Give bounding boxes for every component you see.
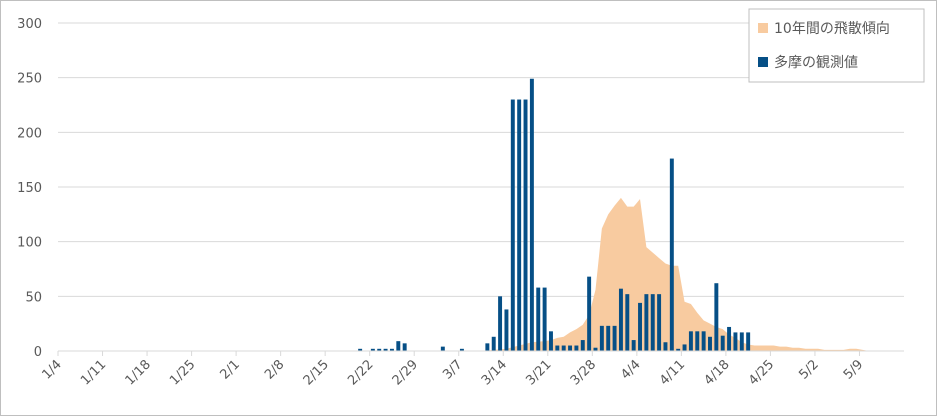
bar-3-13 [498, 296, 503, 351]
x-tick-label-1-11: 1/11 [78, 357, 109, 388]
bar-2-24 [383, 348, 388, 351]
y-tick-label-300: 300 [17, 17, 42, 32]
x-tick-label-3-7: 3/7 [440, 357, 465, 382]
bar-3-19 [536, 287, 541, 351]
gridlines [58, 22, 904, 297]
bar-3-16 [517, 99, 522, 351]
bar-2-22 [370, 348, 375, 351]
bar-2-23 [377, 348, 382, 351]
bar-4-15 [708, 336, 712, 351]
x-tick-label-2-22: 2/22 [345, 357, 376, 388]
bar-3-14 [504, 309, 509, 351]
y-tick-label-150: 150 [17, 181, 42, 196]
bar-4-10 [676, 348, 681, 351]
legend: 10年間の飛散傾向 多摩の観測値 [748, 8, 925, 83]
bar-3-11 [485, 343, 490, 351]
bar-4-6 [650, 294, 655, 351]
bar-3-26 [580, 340, 585, 351]
bar-3-18 [529, 78, 534, 351]
legend-swatch-area [758, 23, 768, 33]
bar-4-17 [720, 335, 725, 351]
x-tick-label-2-8: 2/8 [262, 357, 287, 382]
area-series-layer [481, 197, 870, 351]
bar-3-17 [523, 99, 528, 351]
bar-2-25 [389, 348, 394, 351]
x-tick-label-3-14: 3/14 [479, 357, 510, 388]
legend-box [748, 8, 925, 83]
bar-4-18 [727, 326, 732, 351]
area-series-trend [481, 197, 870, 351]
x-tick-label-4-11: 4/11 [657, 357, 688, 388]
bar-4-2 [625, 294, 630, 351]
bar-2-26 [396, 341, 401, 351]
y-tick-label-0: 0 [34, 345, 42, 360]
y-tick-label-50: 50 [25, 290, 42, 305]
bar-3-7 [459, 348, 464, 351]
x-tick-label-4-25: 4/25 [746, 357, 777, 388]
bar-3-20 [542, 287, 547, 351]
legend-label-area: 10年間の飛散傾向 [774, 21, 890, 37]
bar-2-27 [402, 343, 407, 351]
bar-3-22 [555, 345, 560, 351]
bar-3-12 [491, 336, 496, 351]
x-tick-label-4-18: 4/18 [701, 357, 732, 388]
x-tick-label-2-29: 2/29 [390, 357, 421, 388]
bar-3-30 [606, 325, 611, 351]
x-tick-label-2-1: 2/1 [218, 357, 243, 382]
legend-label-bar: 多摩の観測値 [774, 54, 858, 71]
bar-4-14 [701, 331, 706, 351]
bar-3-24 [568, 345, 573, 351]
x-tick-label-1-4: 1/4 [39, 357, 64, 382]
bar-3-31 [612, 325, 617, 351]
x-tick-label-5-9: 5/9 [841, 357, 866, 382]
x-tick-label-5-2: 5/2 [796, 357, 821, 382]
bar-4-13 [695, 331, 700, 351]
bar-4-16 [714, 283, 719, 351]
bar-4-3 [631, 340, 636, 351]
bar-3-29 [599, 325, 604, 351]
bar-4-1 [618, 288, 623, 351]
x-tick-label-3-28: 3/28 [568, 357, 599, 388]
y-tick-labels: 0 50 100 150 200 250 300 [17, 17, 42, 360]
bar-3-23 [561, 345, 566, 351]
bar-3-15 [510, 99, 515, 351]
x-tick-label-1-25: 1/25 [167, 357, 198, 388]
y-tick-label-200: 200 [17, 126, 42, 141]
legend-swatch-bar [758, 57, 768, 67]
bar-4-20 [739, 332, 744, 351]
y-tick-label-250: 250 [17, 72, 42, 87]
bar-3-21 [549, 331, 553, 351]
bar-4-5 [644, 294, 649, 351]
x-tick-labels: 1/4 1/11 1/18 1/25 2/1 2/8 2/15 2/22 2/29 3/7 3/14… [39, 351, 866, 388]
bar-3-4 [440, 346, 445, 351]
bar-3-25 [574, 345, 579, 351]
bar-4-8 [663, 342, 668, 351]
bar-4-7 [657, 294, 662, 351]
x-tick-label-3-21: 3/21 [523, 357, 554, 388]
bar-4-12 [688, 331, 693, 351]
bar-3-28 [593, 347, 598, 351]
x-tick-label-1-18: 1/18 [123, 357, 154, 388]
bar-4-11 [682, 344, 687, 351]
y-tick-label-100: 100 [17, 236, 42, 251]
bar-2-20 [358, 348, 363, 351]
bar-4-4 [638, 302, 642, 351]
bar-3-27 [587, 276, 592, 351]
x-tick-label-4-4: 4/4 [618, 357, 643, 382]
bar-4-19 [733, 332, 738, 351]
bar-4-9 [669, 158, 674, 351]
bar-4-21 [746, 332, 751, 351]
bar-series-layer [358, 78, 751, 351]
x-tick-label-2-15: 2/15 [301, 357, 332, 388]
